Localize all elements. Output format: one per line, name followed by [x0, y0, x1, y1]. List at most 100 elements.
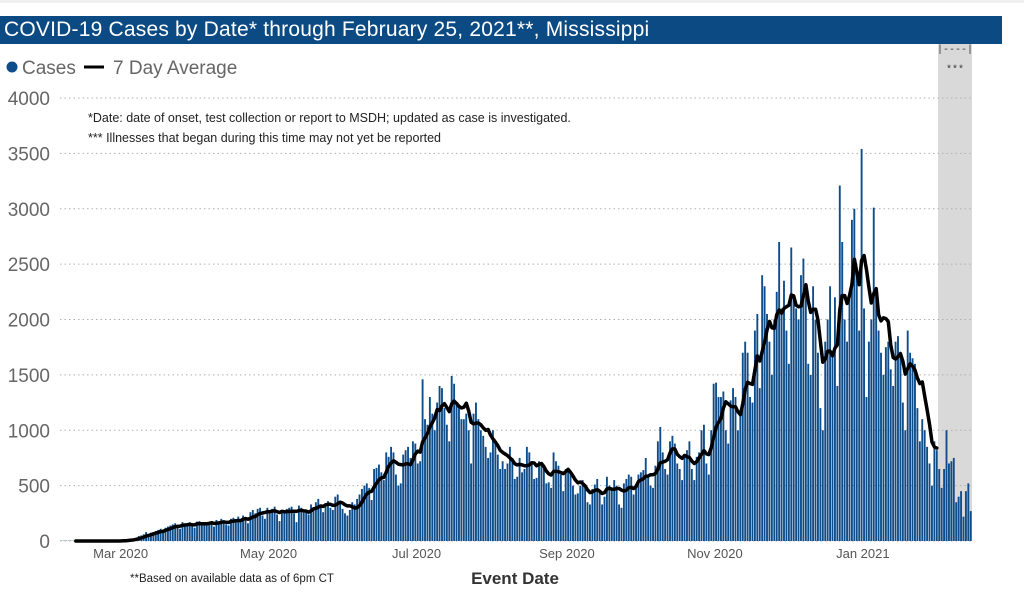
case-bar[interactable]: [909, 352, 912, 541]
case-bar[interactable]: [775, 291, 778, 541]
case-bar[interactable]: [431, 413, 434, 541]
case-bar[interactable]: [200, 524, 203, 541]
case-bar[interactable]: [319, 504, 322, 541]
case-bar[interactable]: [673, 443, 676, 541]
case-bar[interactable]: [630, 476, 633, 541]
case-bar[interactable]: [154, 531, 157, 541]
case-bar[interactable]: [829, 286, 832, 541]
case-bar[interactable]: [795, 308, 798, 541]
case-bar[interactable]: [217, 521, 220, 541]
case-bar[interactable]: [261, 515, 264, 541]
case-bar[interactable]: [943, 469, 946, 541]
case-bar[interactable]: [375, 467, 378, 541]
case-bar[interactable]: [666, 474, 669, 541]
case-bar[interactable]: [409, 457, 412, 541]
case-bar[interactable]: [370, 500, 373, 541]
case-bar[interactable]: [69, 540, 72, 541]
case-bar[interactable]: [263, 518, 266, 541]
case-bar[interactable]: [477, 419, 480, 541]
case-bar[interactable]: [377, 464, 380, 541]
case-bar[interactable]: [916, 408, 919, 541]
case-bar[interactable]: [368, 487, 371, 541]
case-bar[interactable]: [479, 430, 482, 541]
case-bar[interactable]: [562, 491, 565, 541]
case-bar[interactable]: [814, 319, 817, 542]
case-bar[interactable]: [826, 319, 829, 542]
case-bar[interactable]: [950, 461, 953, 541]
case-bar[interactable]: [239, 521, 242, 541]
case-bar[interactable]: [749, 397, 751, 541]
case-bar[interactable]: [557, 465, 560, 541]
case-bar[interactable]: [671, 435, 674, 541]
case-bar[interactable]: [428, 397, 431, 541]
case-bar[interactable]: [271, 508, 274, 541]
case-bar[interactable]: [901, 402, 904, 541]
case-bar[interactable]: [717, 397, 720, 541]
case-bar[interactable]: [664, 469, 667, 541]
case-bar[interactable]: [285, 508, 288, 541]
case-bar[interactable]: [346, 515, 349, 541]
case-bar[interactable]: [957, 496, 960, 541]
case-bar[interactable]: [807, 363, 810, 541]
case-bar[interactable]: [659, 426, 662, 541]
case-bar[interactable]: [894, 341, 897, 541]
case-bar[interactable]: [390, 446, 392, 541]
case-bar[interactable]: [739, 413, 742, 541]
case-bar[interactable]: [460, 419, 463, 541]
case-bar[interactable]: [761, 275, 764, 541]
case-bar[interactable]: [778, 241, 781, 541]
case-bar[interactable]: [843, 319, 846, 542]
case-bar[interactable]: [339, 502, 342, 541]
case-bar[interactable]: [892, 385, 895, 541]
case-bar[interactable]: [817, 352, 819, 541]
case-bar[interactable]: [967, 483, 970, 541]
case-bar[interactable]: [222, 520, 225, 541]
case-bar[interactable]: [227, 525, 230, 541]
case-bar[interactable]: [955, 502, 958, 541]
case-bar[interactable]: [438, 385, 441, 541]
case-bar[interactable]: [436, 402, 439, 541]
case-bar[interactable]: [361, 488, 363, 541]
case-bar[interactable]: [914, 363, 916, 541]
case-bar[interactable]: [302, 512, 305, 541]
case-bar[interactable]: [426, 424, 429, 541]
case-bar[interactable]: [234, 519, 237, 541]
case-bar[interactable]: [734, 397, 737, 541]
case-bar[interactable]: [489, 452, 492, 541]
case-bar[interactable]: [824, 341, 827, 541]
case-bar[interactable]: [208, 522, 211, 541]
case-bar[interactable]: [329, 507, 332, 541]
case-bar[interactable]: [259, 507, 262, 541]
case-bar[interactable]: [508, 446, 511, 541]
case-bar[interactable]: [763, 286, 766, 541]
case-bar[interactable]: [373, 469, 376, 541]
case-bar[interactable]: [669, 441, 671, 541]
case-bar[interactable]: [482, 435, 485, 541]
case-bar[interactable]: [256, 508, 259, 541]
case-bar[interactable]: [336, 494, 339, 541]
case-bar[interactable]: [491, 430, 494, 541]
case-bar[interactable]: [766, 313, 768, 541]
case-bar[interactable]: [445, 424, 448, 541]
case-bar[interactable]: [773, 319, 776, 542]
case-bar[interactable]: [867, 341, 870, 541]
case-bar[interactable]: [579, 485, 582, 541]
case-bar[interactable]: [213, 526, 215, 541]
case-bar[interactable]: [746, 352, 749, 541]
case-bar[interactable]: [705, 463, 708, 541]
case-bar[interactable]: [458, 408, 460, 541]
case-bar[interactable]: [169, 525, 172, 541]
case-bar[interactable]: [855, 275, 858, 541]
case-bar[interactable]: [249, 512, 252, 541]
case-bar[interactable]: [584, 487, 587, 541]
case-bar[interactable]: [625, 478, 628, 541]
case-bar[interactable]: [841, 241, 844, 541]
case-bar[interactable]: [462, 419, 465, 541]
case-bar[interactable]: [887, 341, 890, 541]
case-bar[interactable]: [700, 430, 703, 541]
case-bar[interactable]: [317, 498, 320, 541]
case-bar[interactable]: [681, 480, 684, 541]
case-bar[interactable]: [421, 379, 424, 541]
case-bar[interactable]: [550, 487, 553, 541]
case-bar[interactable]: [695, 456, 698, 541]
